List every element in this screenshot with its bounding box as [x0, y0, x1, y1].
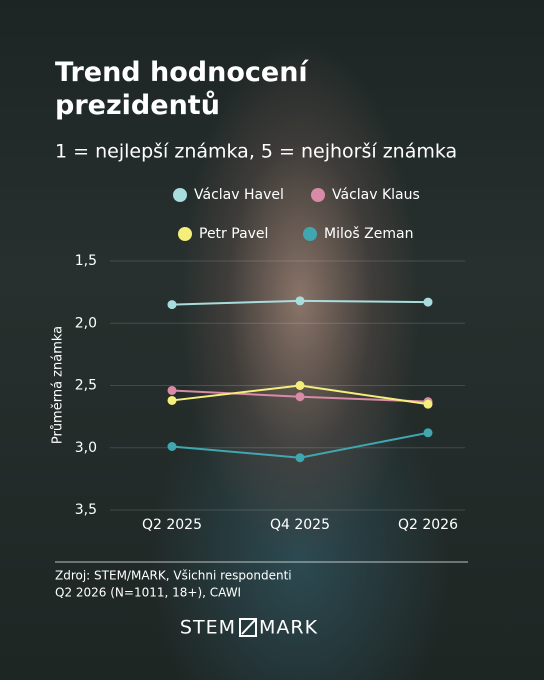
logo: STEM	[180, 617, 236, 639]
y-tick-label: 3,5	[75, 502, 97, 518]
legend-label: Miloš Zeman	[324, 226, 413, 242]
source: Q2 2026 (N=1011, 18+), CAWI	[55, 586, 241, 600]
legend-label: Petr Pavel	[199, 226, 268, 242]
y-tick-label: 3,0	[75, 440, 97, 456]
data-point	[423, 428, 433, 438]
x-tick-label: Q2 2025	[142, 517, 202, 533]
chart-title: Trend hodnocení prezidentů	[55, 57, 308, 121]
logo-slash	[241, 618, 257, 635]
chart-subtitle: 1 = nejlepší známka, 5 = nejhorší známka	[55, 141, 457, 163]
y-tick-label: 2,0	[75, 315, 97, 331]
data-point	[423, 297, 433, 307]
data-point	[167, 442, 177, 452]
data-point	[167, 300, 177, 310]
legend-label: Václav Klaus	[332, 187, 420, 203]
legend-marker	[178, 227, 192, 241]
data-point	[295, 381, 305, 390]
data-point	[167, 385, 177, 395]
source: Zdroj: STEM/MARK, Všichni respondenti	[55, 569, 292, 583]
y-axis-label: Průměrná známka	[51, 326, 66, 444]
logo: MARK	[259, 617, 318, 639]
data-point	[423, 399, 433, 409]
legend-marker	[303, 227, 317, 241]
data-point	[295, 453, 305, 463]
legend-marker	[173, 188, 187, 202]
data-point	[295, 392, 305, 402]
x-tick-label: Q4 2025	[270, 517, 330, 533]
data-point	[167, 395, 177, 405]
x-tick-label: Q2 2026	[398, 517, 458, 533]
y-tick-label: 1,5	[75, 253, 97, 269]
legend-label: Václav Havel	[194, 187, 284, 203]
logo-box	[239, 618, 257, 637]
y-tick-label: 2,5	[75, 378, 97, 394]
legend-marker	[311, 188, 325, 202]
data-point	[295, 296, 305, 306]
